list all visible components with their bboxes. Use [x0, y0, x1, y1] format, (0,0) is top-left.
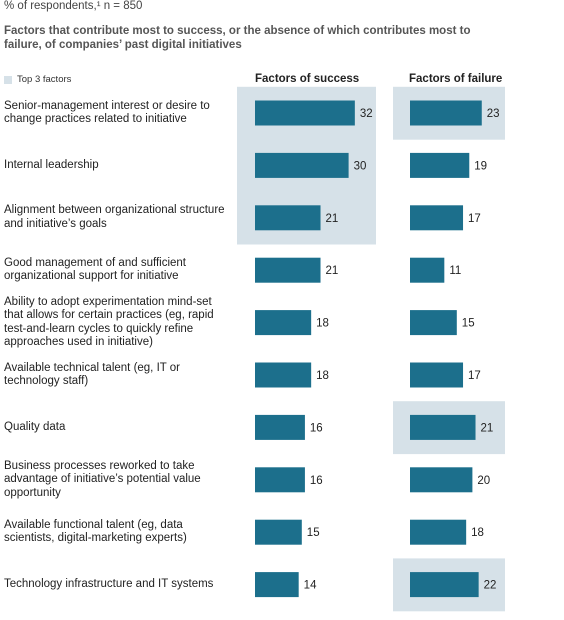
- chart-subtitle: Factors that contribute most to success,…: [4, 25, 471, 51]
- value-label: 18: [316, 318, 329, 330]
- legend-swatch: [4, 76, 12, 84]
- value-label: 17: [468, 213, 481, 225]
- category-label: Ability to adopt experimentation mind-se…: [4, 295, 232, 349]
- value-label: 21: [326, 213, 339, 225]
- bar: [255, 572, 299, 598]
- category-text: Quality data: [4, 420, 66, 433]
- value-label: 17: [468, 370, 481, 382]
- column-header: Factors of failure: [409, 73, 503, 85]
- legend-label: Top 3 factors: [17, 74, 72, 85]
- bar: [410, 152, 470, 178]
- category-text: Business processes reworked to take adva…: [4, 459, 201, 499]
- bar: [410, 205, 464, 231]
- bar: [410, 467, 473, 493]
- category-label: Good management of and sufficient organi…: [4, 244, 232, 296]
- bar: [255, 257, 321, 283]
- value-label: 16: [310, 422, 323, 434]
- value-label: 16: [310, 475, 323, 487]
- value-label: 21: [326, 265, 339, 277]
- value-label: 30: [354, 160, 367, 172]
- category-label: Technology infrastructure and IT systems: [4, 559, 232, 611]
- column-header: Factors of success: [255, 73, 360, 85]
- category-label: Available functional talent (eg, data sc…: [4, 506, 232, 558]
- bar: [255, 467, 305, 493]
- value-label: 21: [481, 422, 494, 434]
- bar: [410, 310, 457, 336]
- category-text: Senior-management interest or desire to …: [4, 99, 210, 126]
- bar: [410, 414, 476, 440]
- value-label: 19: [474, 160, 487, 172]
- category-text: Technology infrastructure and IT systems: [4, 577, 214, 590]
- value-label: 15: [462, 318, 475, 330]
- value-label: 11: [449, 265, 461, 277]
- bar: [255, 362, 312, 388]
- value-label: 18: [471, 527, 484, 539]
- value-label: 32: [360, 108, 373, 120]
- category-label: Alignment between organizational structu…: [4, 192, 232, 244]
- value-label: 18: [316, 370, 329, 382]
- bar: [255, 414, 305, 440]
- chart-title: % of respondents,¹ n = 850: [4, 0, 143, 12]
- bar: [410, 100, 482, 126]
- bar: [255, 205, 321, 231]
- bar: [410, 362, 464, 388]
- bar: [255, 152, 349, 178]
- category-text: Good management of and sufficient organi…: [4, 256, 186, 283]
- value-label: 22: [484, 580, 497, 592]
- bar: [255, 100, 355, 126]
- value-label: 23: [487, 108, 500, 120]
- category-label: Senior-management interest or desire to …: [4, 87, 232, 139]
- category-label: Quality data: [4, 401, 232, 453]
- category-text: Ability to adopt experimentation mind-se…: [4, 295, 214, 349]
- category-label: Internal leadership: [4, 139, 232, 191]
- category-text: Internal leadership: [4, 158, 99, 171]
- bar: [410, 572, 479, 598]
- category-text: Available technical talent (eg, IT or te…: [4, 361, 181, 388]
- value-label: 14: [304, 580, 317, 592]
- bar: [410, 257, 445, 283]
- value-label: 20: [477, 475, 490, 487]
- category-label: Business processes reworked to take adva…: [4, 454, 232, 506]
- category-text: Alignment between organizational structu…: [4, 204, 225, 230]
- bar: [255, 519, 302, 545]
- bar: [410, 519, 467, 545]
- category-label: Available technical talent (eg, IT or te…: [4, 349, 232, 401]
- value-label: 15: [307, 527, 320, 539]
- category-text: Available functional talent (eg, data sc…: [4, 518, 187, 545]
- bar: [255, 310, 312, 336]
